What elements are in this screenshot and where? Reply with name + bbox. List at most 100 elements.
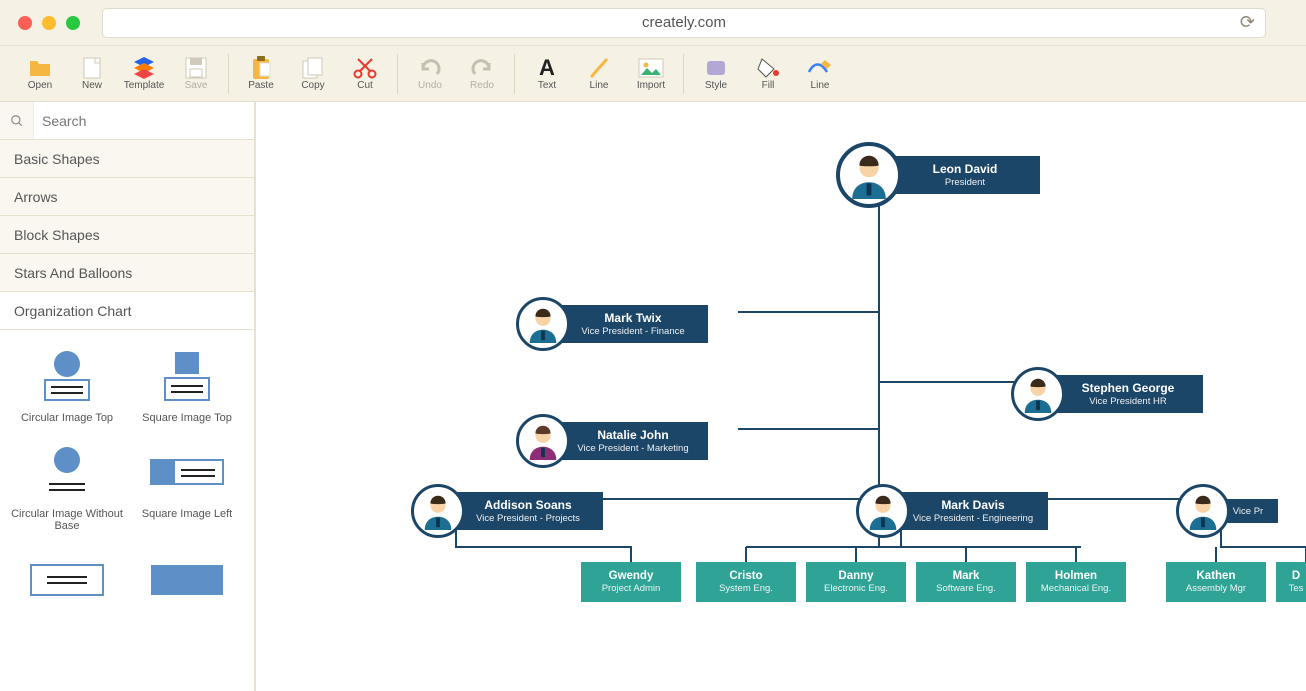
shape-thumbnail[interactable]: Circular Image Without Base [8, 436, 126, 538]
circ-top-icon [27, 346, 107, 406]
org-leaf[interactable]: DannyElectronic Eng. [806, 562, 906, 602]
org-node[interactable]: Mark TwixVice President - Finance [516, 297, 708, 351]
shape-category[interactable]: Arrows [0, 178, 254, 216]
leaf-name: D [1282, 570, 1306, 582]
toolbar-redo: Redo [456, 48, 508, 100]
toolbar-label: Paste [248, 80, 274, 91]
org-leaf[interactable]: KathenAssembly Mgr [1166, 562, 1266, 602]
toolbar-line[interactable]: Line [573, 48, 625, 100]
node-title: Vice President - Projects [467, 513, 589, 524]
org-node[interactable]: Vice Pr [1176, 484, 1278, 538]
org-node[interactable]: Natalie JohnVice President - Marketing [516, 414, 708, 468]
org-node-label: Leon DavidPresident [890, 156, 1040, 194]
node-title: Vice President - Engineering [912, 513, 1034, 524]
shape-thumbnail[interactable] [8, 544, 126, 622]
node-title: Vice President HR [1067, 396, 1189, 407]
rect-outline-icon [27, 550, 107, 610]
pencil-icon [807, 56, 833, 80]
org-node[interactable]: Leon DavidPresident [836, 142, 1040, 208]
shape-search [0, 102, 254, 140]
toolbar-import[interactable]: Import [625, 48, 677, 100]
node-name: Mark Davis [912, 498, 1034, 512]
org-leaf[interactable]: HolmenMechanical Eng. [1026, 562, 1126, 602]
shape-thumbnail[interactable]: Square Image Top [128, 340, 246, 430]
toolbar-new[interactable]: New [66, 48, 118, 100]
browser-titlebar: creately.com ⟳ [0, 0, 1306, 46]
avatar-icon [856, 484, 910, 538]
avatar-icon [836, 142, 902, 208]
toolbar-label: Open [28, 80, 52, 91]
shape-thumbnail[interactable]: Circular Image Top [8, 340, 126, 430]
org-leaf[interactable]: MarkSoftware Eng. [916, 562, 1016, 602]
toolbar-label: Save [185, 80, 208, 91]
close-dot[interactable] [18, 16, 32, 30]
leaf-title: Project Admin [587, 583, 675, 594]
rect-fill-icon [147, 550, 227, 610]
toolbar-cut[interactable]: Cut [339, 48, 391, 100]
url-bar[interactable]: creately.com ⟳ [102, 8, 1266, 38]
shape-palette: Circular Image Top Square Image Top Circul… [0, 330, 254, 691]
shape-label: Square Image Left [142, 508, 233, 520]
canvas[interactable]: Leon DavidPresidentMark TwixVice Preside… [256, 102, 1306, 691]
org-node[interactable]: Stephen GeorgeVice President HR [1011, 367, 1203, 421]
fill-icon [756, 56, 780, 80]
sq-top-icon [147, 346, 227, 406]
url-text: creately.com [642, 14, 726, 31]
org-leaf[interactable]: DTes [1276, 562, 1306, 602]
leaf-title: Mechanical Eng. [1032, 583, 1120, 594]
shape-label: Circular Image Without Base [10, 508, 124, 532]
clipboard-icon [251, 56, 271, 80]
leaf-name: Holmen [1032, 570, 1120, 582]
avatar-icon [1176, 484, 1230, 538]
save-icon [185, 56, 207, 80]
line-icon [588, 56, 610, 80]
shape-search-input[interactable] [34, 113, 254, 129]
toolbar-label: Line [590, 80, 609, 91]
node-name: Leon David [904, 162, 1026, 176]
reload-icon[interactable]: ⟳ [1240, 12, 1255, 33]
toolbar-label: Import [637, 80, 665, 91]
toolbar-label: Text [538, 80, 556, 91]
shape-category[interactable]: Organization Chart [0, 292, 254, 330]
toolbar-label: Fill [762, 80, 775, 91]
toolbar-text[interactable]: AText [521, 48, 573, 100]
org-leaf[interactable]: GwendyProject Admin [581, 562, 681, 602]
org-node-label: Natalie JohnVice President - Marketing [558, 422, 708, 460]
window-controls [18, 16, 80, 30]
toolbar-copy[interactable]: Copy [287, 48, 339, 100]
style-icon [705, 56, 727, 80]
leaf-title: System Eng. [702, 583, 790, 594]
toolbar-open[interactable]: Open [14, 48, 66, 100]
shape-category[interactable]: Stars And Balloons [0, 254, 254, 292]
org-node[interactable]: Addison SoansVice President - Projects [411, 484, 603, 538]
toolbar-style[interactable]: Style [690, 48, 742, 100]
toolbar-label: Redo [470, 80, 494, 91]
toolbar-label: Style [705, 80, 727, 91]
shape-category[interactable]: Basic Shapes [0, 140, 254, 178]
shape-thumbnail[interactable]: Square Image Left [128, 436, 246, 538]
toolbar-label: Line [811, 80, 830, 91]
shape-category[interactable]: Block Shapes [0, 216, 254, 254]
minimize-dot[interactable] [42, 16, 56, 30]
zoom-dot[interactable] [66, 16, 80, 30]
avatar-icon [516, 414, 570, 468]
toolbar-label: Undo [418, 80, 442, 91]
image-icon [638, 56, 664, 80]
toolbar-label: New [82, 80, 102, 91]
node-name: Mark Twix [572, 311, 694, 325]
toolbar-line[interactable]: Line [794, 48, 846, 100]
cut-icon [353, 56, 377, 80]
toolbar-paste[interactable]: Paste [235, 48, 287, 100]
shape-label: Circular Image Top [21, 412, 113, 424]
org-leaf[interactable]: CristoSystem Eng. [696, 562, 796, 602]
toolbar-template[interactable]: Template [118, 48, 170, 100]
org-node-label: Stephen GeorgeVice President HR [1053, 375, 1203, 413]
leaf-title: Software Eng. [922, 583, 1010, 594]
shape-thumbnail[interactable] [128, 544, 246, 622]
node-title: Vice President - Marketing [572, 443, 694, 454]
avatar-icon [1011, 367, 1065, 421]
search-icon [0, 102, 34, 139]
toolbar-fill[interactable]: Fill [742, 48, 794, 100]
org-node-label: Addison SoansVice President - Projects [453, 492, 603, 530]
org-node[interactable]: Mark DavisVice President - Engineering [856, 484, 1048, 538]
